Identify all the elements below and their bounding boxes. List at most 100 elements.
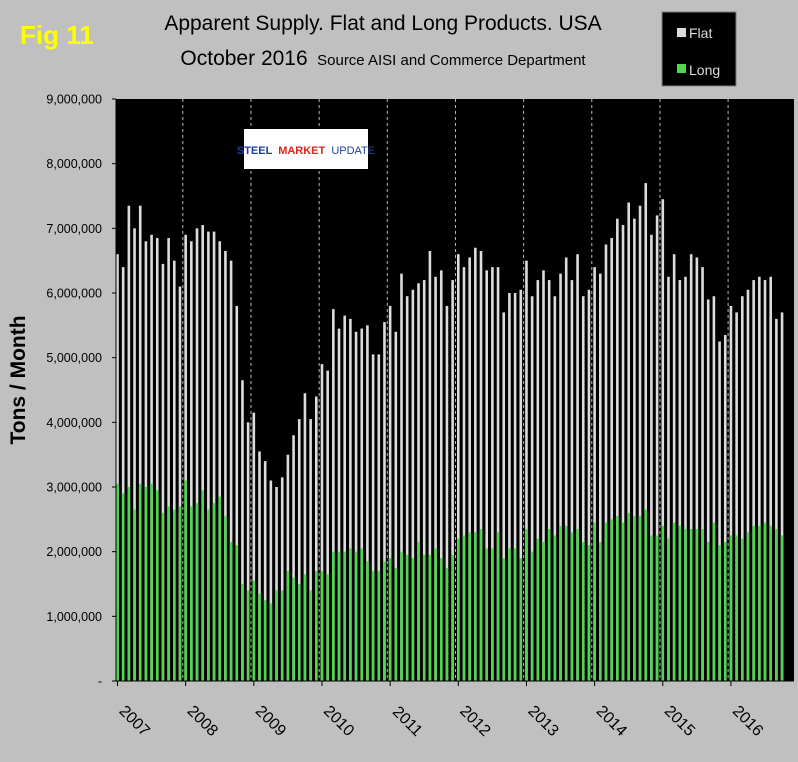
logo-text: STEEL MARKET UPDATE [237,145,375,157]
bar-long-0 [116,483,119,681]
bar-flat-110 [741,296,744,681]
bar-long-15 [201,490,204,681]
bar-long-78 [559,525,562,681]
bar-long-38 [332,551,335,681]
bar-flat-73 [530,296,534,681]
bar-long-71 [519,558,523,681]
bar-flat-50 [400,273,403,681]
bar-long-50 [400,551,403,681]
y-tick-label-7: 7,000,000 [46,222,102,236]
bar-long-99 [678,525,682,681]
bar-flat-103 [701,267,704,681]
bar-long-102 [695,529,699,681]
bar-long-85 [599,541,602,681]
bar-long-26 [263,600,267,681]
bar-flat-38 [332,309,335,681]
bar-flat-94 [650,234,653,682]
bar-long-12 [184,480,187,681]
bar-flat-113 [758,276,761,681]
bar-long-57 [439,558,443,681]
bar-long-42 [354,551,358,681]
bar-flat-0 [116,254,119,681]
bar-flat-54 [422,280,426,681]
bar-long-3 [133,509,136,681]
bar-long-52 [411,558,415,681]
bar-flat-74 [536,280,540,681]
bar-flat-21 [235,305,239,681]
bar-long-10 [173,509,176,681]
chart-title: Apparent Supply. Flat and Long Products.… [164,12,601,35]
bar-flat-26 [263,461,267,681]
bar-long-110 [741,538,744,681]
bar-flat-5 [144,241,148,681]
bar-long-32 [297,584,301,681]
bar-flat-79 [564,257,568,681]
bar-flat-102 [695,257,699,681]
bar-flat-45 [371,354,375,681]
legend-swatch-flat [677,28,686,37]
bar-long-69 [508,548,511,681]
bar-long-40 [343,551,346,681]
y-tick-label-9: 9,000,000 [46,93,102,107]
bar-flat-67 [496,267,500,681]
bar-flat-4 [138,205,142,681]
bar-flat-10 [173,260,176,681]
bar-flat-6 [150,234,153,682]
bar-long-60 [457,538,460,681]
bar-flat-69 [508,293,511,681]
bar-flat-72 [525,260,528,681]
bar-long-29 [280,590,284,681]
logo-word-market: MARKET [278,145,325,157]
bar-long-24 [252,580,256,681]
bar-flat-98 [672,254,676,681]
bar-flat-111 [746,289,750,681]
legend-label-flat: Flat [689,25,712,41]
bar-long-36 [320,571,324,681]
legend-swatch-long [677,64,686,73]
bar-long-9 [167,506,170,681]
bar-long-82 [581,541,585,681]
bar-long-21 [235,545,239,681]
bar-long-105 [712,522,716,681]
bar-long-17 [212,503,216,681]
bar-long-46 [377,571,381,681]
bar-flat-9 [167,238,170,681]
bar-flat-64 [479,250,483,681]
bar-long-20 [229,541,233,681]
bar-long-112 [752,525,755,681]
bar-flat-104 [706,299,710,681]
bar-long-51 [405,554,409,681]
bar-flat-53 [417,283,420,681]
legend-label-long: Long [689,62,720,78]
bar-long-4 [138,483,142,681]
bar-flat-52 [411,289,415,681]
bar-long-77 [553,535,557,681]
y-axis-label: Tons / Month [7,315,30,444]
bar-long-35 [315,571,318,681]
bar-long-64 [479,529,483,681]
bar-long-111 [746,532,750,681]
bar-flat-22 [241,380,244,681]
bar-long-22 [241,584,244,681]
bar-flat-100 [684,276,687,681]
chart-subtitle: October 2016 Source AISI and Commerce De… [180,47,586,70]
fig-label: Fig 11 [20,20,94,50]
bar-flat-65 [485,270,488,681]
bar-long-63 [474,532,477,681]
bar-long-100 [684,529,687,681]
bar-long-75 [542,541,545,681]
legend-box [661,11,737,87]
bar-long-89 [621,522,625,681]
bar-long-98 [672,522,676,681]
bar-long-103 [701,529,704,681]
bar-long-66 [491,548,494,681]
bar-flat-109 [735,312,738,681]
bar-flat-15 [201,225,204,681]
bar-flat-42 [354,331,358,681]
bar-long-65 [485,548,488,681]
bar-flat-19 [224,250,227,681]
bar-long-107 [723,541,727,681]
bar-long-93 [644,509,648,681]
bar-flat-44 [366,325,369,681]
bar-long-92 [638,516,642,681]
